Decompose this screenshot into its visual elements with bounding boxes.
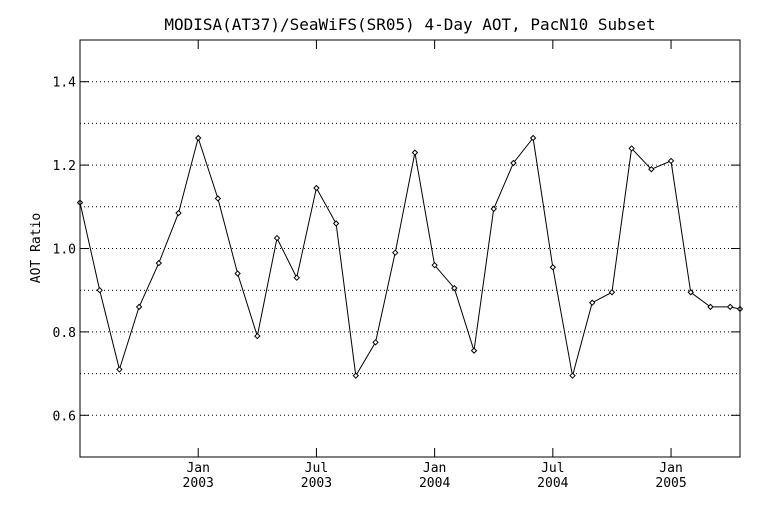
data-point xyxy=(293,274,300,281)
x-tick-label-year: 2003 xyxy=(183,476,214,491)
data-point xyxy=(589,299,596,306)
data-point xyxy=(234,270,241,277)
tick-marks xyxy=(80,40,740,457)
x-tick-label-month: Jan xyxy=(186,461,209,476)
data-point xyxy=(648,166,655,173)
data-point xyxy=(273,234,281,242)
data-point xyxy=(569,372,576,379)
data-point xyxy=(214,195,222,202)
data-point xyxy=(313,184,320,192)
chart-title: MODISA(AT37)/SeaWiFS(SR05) 4-Day AOT, Pa… xyxy=(164,15,655,34)
x-tick-label-year: 2004 xyxy=(537,476,568,491)
data-point xyxy=(490,205,497,213)
x-tick-label-month: Jan xyxy=(659,461,682,476)
y-tick-label: 0.6 xyxy=(53,409,76,424)
data-point xyxy=(431,261,438,269)
x-tick-label-year: 2004 xyxy=(419,476,450,491)
data-point xyxy=(135,303,143,311)
data-point xyxy=(707,303,714,311)
data-point xyxy=(470,347,478,354)
series-line xyxy=(79,136,741,378)
data-point xyxy=(726,303,734,311)
data-point xyxy=(116,366,123,373)
data-point xyxy=(372,339,379,346)
data-point xyxy=(175,209,182,217)
y-axis-label: AOT Ratio xyxy=(29,213,44,283)
data-point xyxy=(628,145,635,152)
data-point xyxy=(667,157,675,165)
x-tick-label-month: Jul xyxy=(305,461,328,476)
grid-lines xyxy=(80,81,740,416)
x-tick-label-year: 2005 xyxy=(655,476,686,491)
y-tick-label: 0.8 xyxy=(53,326,76,341)
data-point xyxy=(195,134,202,142)
data-point xyxy=(687,289,694,296)
data-point xyxy=(608,289,616,296)
y-tick-labels: 0.6 0.8 1.0 1.2 1.4 xyxy=(53,76,77,425)
data-point xyxy=(529,134,537,142)
x-tick-label-month: Jan xyxy=(423,461,446,476)
y-tick-label: 1.4 xyxy=(53,76,77,91)
y-tick-label: 1.0 xyxy=(53,243,76,258)
data-point xyxy=(352,372,360,379)
data-point xyxy=(155,259,163,267)
x-tick-label-month: Jul xyxy=(541,461,564,476)
data-point xyxy=(451,284,458,292)
data-point xyxy=(392,249,399,256)
y-tick-label: 1.2 xyxy=(53,159,76,174)
data-markers xyxy=(76,134,744,379)
data-point xyxy=(510,159,517,167)
x-tick-label-year: 2003 xyxy=(301,476,332,491)
plot-frame xyxy=(79,39,741,458)
data-point xyxy=(332,220,340,227)
data-point xyxy=(411,149,419,156)
data-point xyxy=(96,286,103,294)
data-point xyxy=(549,264,557,271)
data-point xyxy=(254,332,261,340)
